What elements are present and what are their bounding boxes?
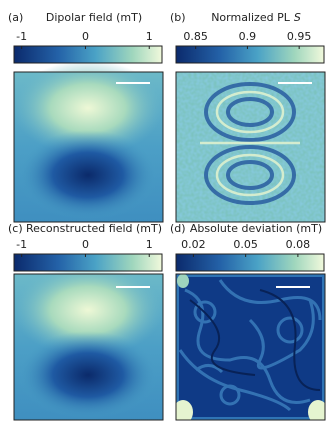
colorbar-tick-label: 0.95 xyxy=(287,30,312,43)
colorbar-tick-label: 0.85 xyxy=(183,30,208,43)
map-c xyxy=(13,263,164,421)
panel-title-symbol: S xyxy=(294,11,301,24)
colorbar xyxy=(13,45,163,64)
panel-label: (c) xyxy=(8,222,23,235)
colorbar xyxy=(175,45,325,64)
colorbar-tick-label: 0.9 xyxy=(239,30,257,43)
panel-title-text: Normalized PL xyxy=(211,11,291,24)
panel-label: (b) xyxy=(170,11,186,24)
panel-title: Absolute deviation (mT) xyxy=(190,222,322,235)
map-b xyxy=(176,72,325,222)
map-d xyxy=(176,274,325,420)
colorbar-tick-label: 0 xyxy=(82,30,89,43)
colorbar-tick-label: 0.08 xyxy=(286,238,311,251)
colorbar-tick-label: -1 xyxy=(16,238,27,251)
map-a xyxy=(13,60,164,223)
panel-title: Normalized PL S xyxy=(211,11,301,24)
colorbar-tick-label: 1 xyxy=(146,238,153,251)
colorbar xyxy=(175,253,325,272)
colorbar-tick-label: 0.02 xyxy=(181,238,206,251)
colorbar-tick-label: 0 xyxy=(82,238,89,251)
panel-title: Reconstructed field (mT) xyxy=(26,222,162,235)
panel-label: (d) xyxy=(170,222,186,235)
colorbar-tick-label: -1 xyxy=(16,30,27,43)
panel-title: Dipolar field (mT) xyxy=(46,11,142,24)
colorbar xyxy=(13,253,163,272)
colorbar-tick-label: 0.05 xyxy=(233,238,258,251)
colorbar-tick-label: 1 xyxy=(146,30,153,43)
panel-label: (a) xyxy=(8,11,23,24)
panel-title-text: Dipolar field (mT) xyxy=(46,11,142,24)
panel-title-text: Reconstructed field (mT) xyxy=(26,222,162,235)
panel-title-text: Absolute deviation (mT) xyxy=(190,222,322,235)
